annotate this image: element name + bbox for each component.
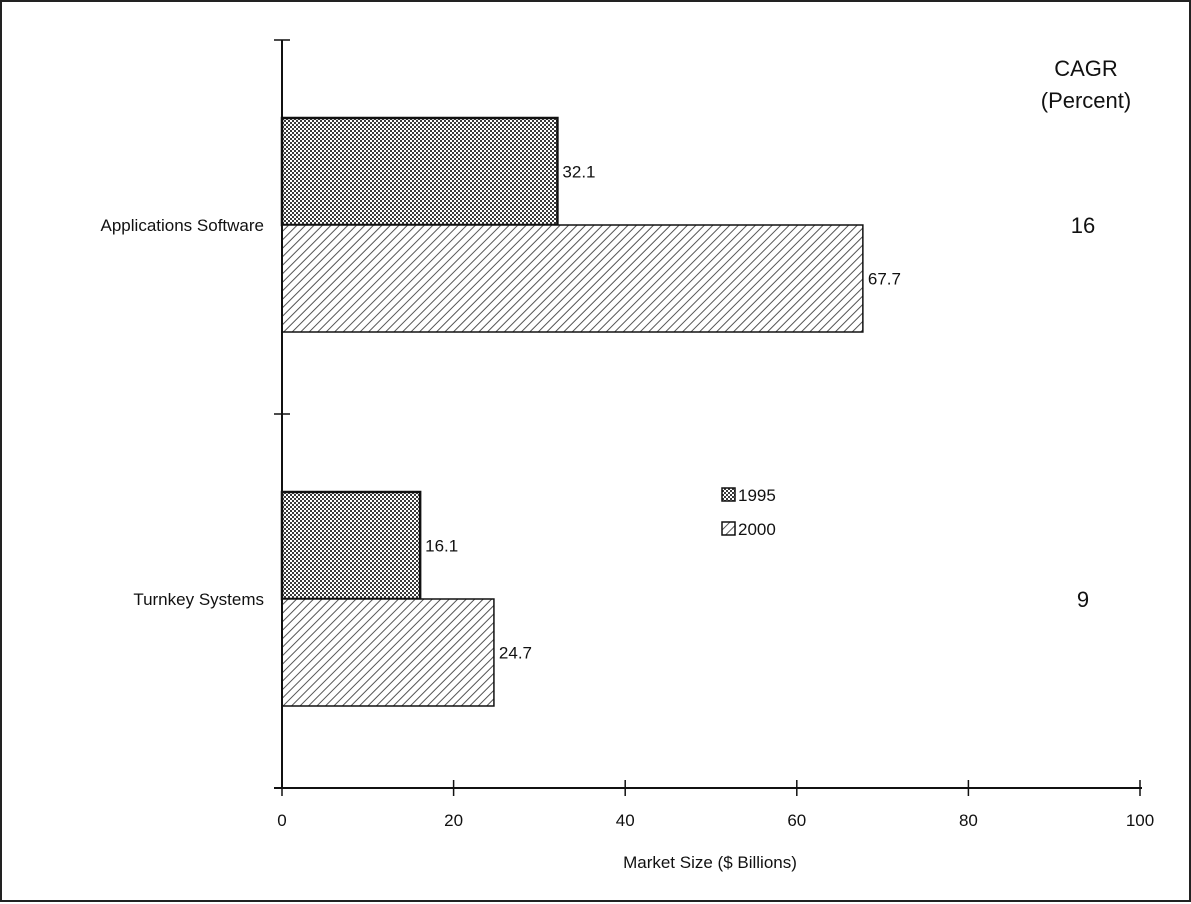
category-labels-group: Applications Software Turnkey Systems: [101, 216, 264, 609]
bar-2000-1: [281, 598, 495, 707]
x-tick-label-3: 60: [787, 811, 806, 830]
cagr-header-line2: (Percent): [1041, 88, 1131, 113]
x-tick-label-4: 80: [959, 811, 978, 830]
x-tick-label-1: 20: [444, 811, 463, 830]
x-tick-label-0: 0: [277, 811, 286, 830]
data-label-1995-1: 16.1: [425, 537, 458, 556]
legend: 1995 2000: [721, 486, 776, 539]
data-label-2000-0: 67.7: [868, 270, 901, 289]
x-axis-title: Market Size ($ Billions): [623, 853, 797, 872]
bar-2000-0: [281, 224, 864, 333]
legend-swatch-1995: [721, 487, 736, 502]
legend-swatch-2000: [721, 521, 736, 536]
bar-1995-1: [280, 490, 422, 601]
legend-label-1995: 1995: [738, 486, 776, 505]
x-tick-label-5: 100: [1126, 811, 1154, 830]
cagr-values-group: 16 9: [1071, 213, 1095, 612]
category-label-0: Applications Software: [101, 216, 264, 235]
cagr-value-0: 16: [1071, 213, 1095, 238]
data-labels-group: 32.1 67.7 16.1 24.7: [425, 163, 901, 663]
x-tick-label-2: 40: [616, 811, 635, 830]
cagr-value-1: 9: [1077, 587, 1089, 612]
legend-label-2000: 2000: [738, 520, 776, 539]
data-label-2000-1: 24.7: [499, 644, 532, 663]
data-label-1995-0: 32.1: [562, 163, 595, 182]
bar-1995-0: [280, 116, 559, 227]
category-label-1: Turnkey Systems: [133, 590, 264, 609]
bars-group: [280, 116, 864, 707]
y-ticks-group: [274, 39, 290, 415]
cagr-header-line1: CAGR: [1054, 56, 1118, 81]
x-ticks-group: 0 20 40 60 80 100: [277, 780, 1154, 830]
